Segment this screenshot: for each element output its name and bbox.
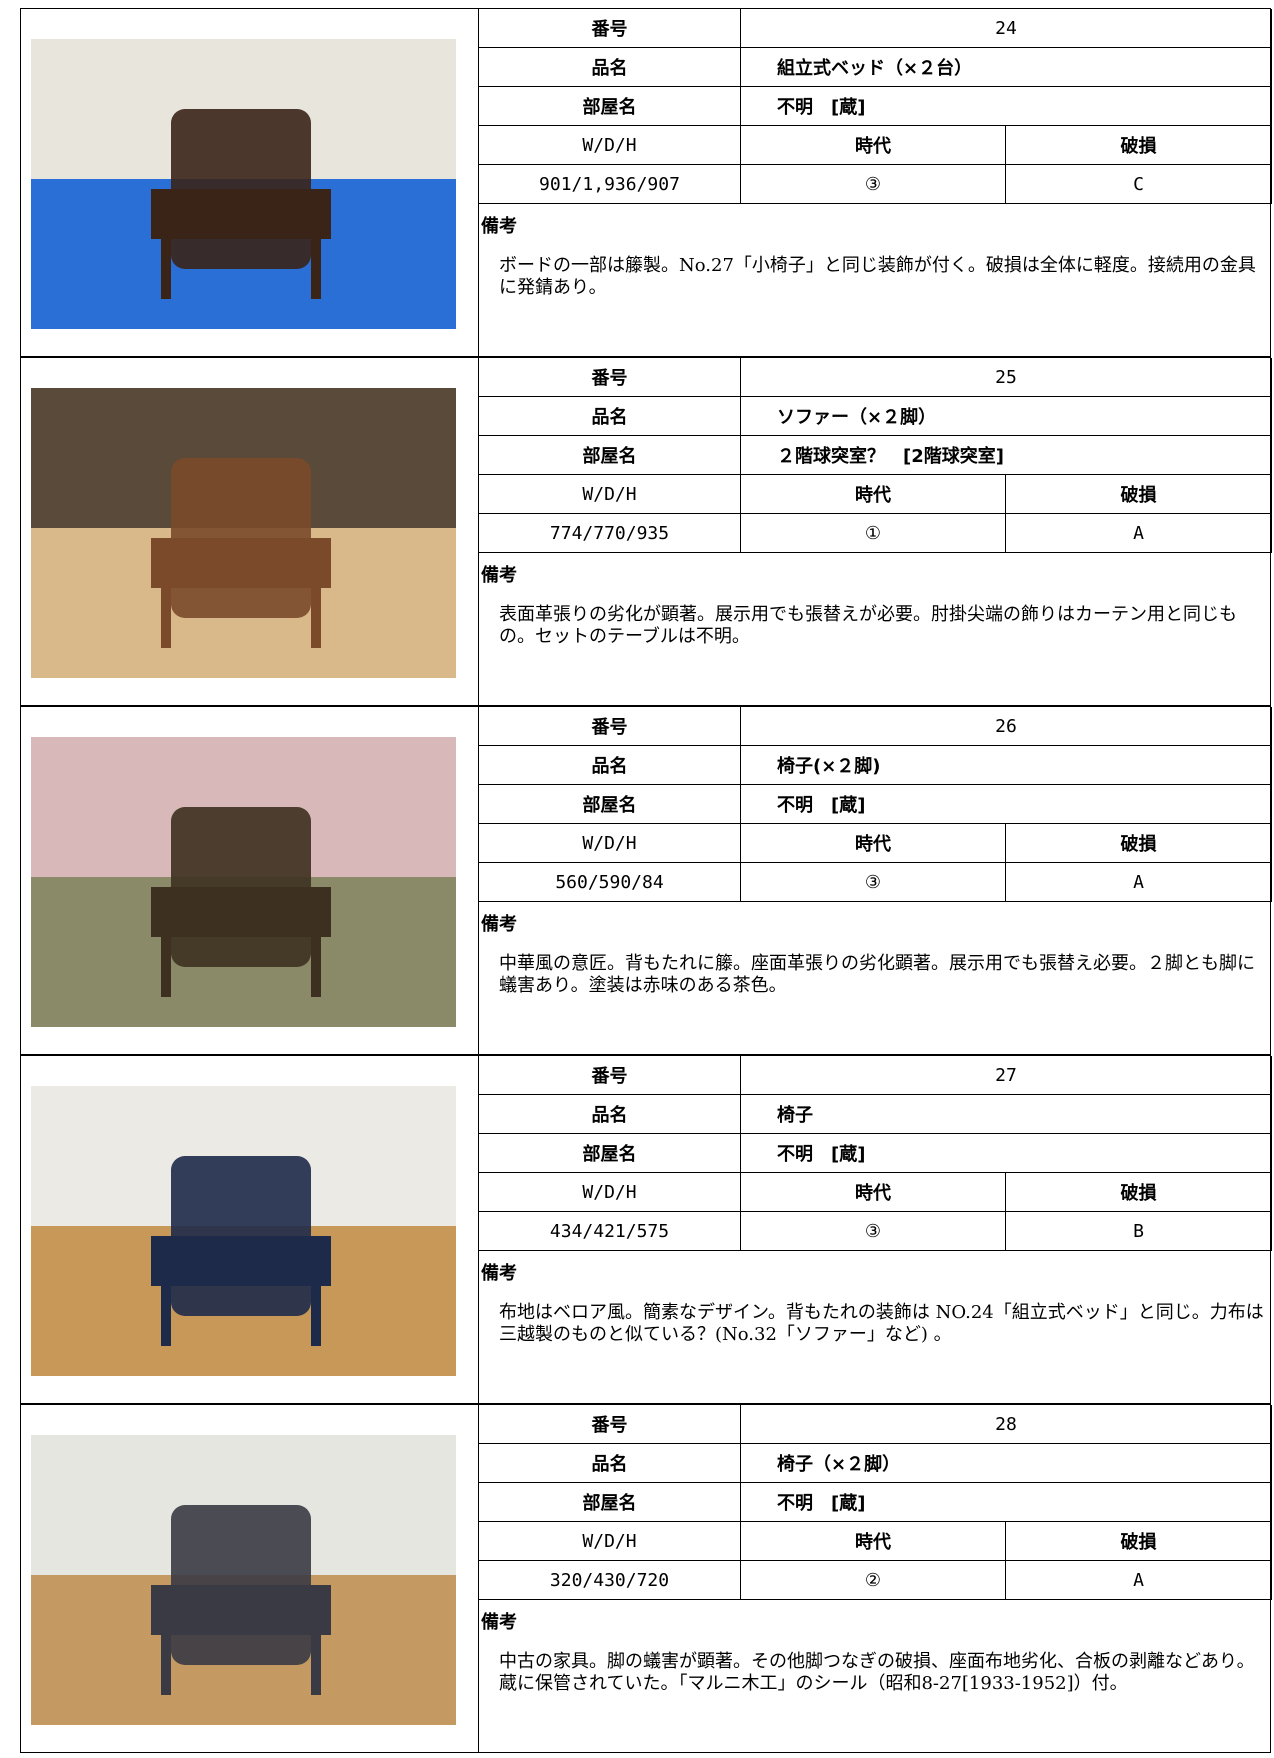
- number: 25: [741, 358, 1272, 397]
- label: 番号: [479, 707, 741, 746]
- name: 椅子: [741, 1095, 1272, 1134]
- photo: [31, 388, 456, 678]
- name: 椅子(×２脚): [741, 746, 1272, 785]
- number: 26: [741, 707, 1272, 746]
- label: 時代: [741, 475, 1006, 514]
- photo-cell: [21, 1056, 479, 1403]
- label: 品名: [479, 48, 741, 87]
- label: 部屋名: [479, 1134, 741, 1173]
- label: 品名: [479, 746, 741, 785]
- entry: 番号 25 品名 ソファー（×２脚） 部屋名 ２階球突室？ [2階球突室] W/D/H 時代破…: [20, 357, 1272, 706]
- label: 破損: [1006, 126, 1272, 165]
- label: 破損: [1006, 475, 1272, 514]
- remarks: 表面革張りの劣化が顕著。展示用でも張替えが必要。肘掛尖端の飾りはカーテン用と同じ…: [499, 604, 1237, 647]
- label: 品名: [479, 1444, 741, 1483]
- label: 番号: [479, 358, 741, 397]
- remarks: 中古の家具。脚の蟻害が顕著。その他脚つなぎの破損、座面布地劣化、合板の剥離などあ…: [499, 1651, 1255, 1694]
- room: 不明 [蔵]: [741, 785, 1272, 824]
- label: 時代: [741, 824, 1006, 863]
- label: 備考: [481, 565, 517, 586]
- label: W/D/H: [479, 475, 741, 514]
- room: ２階球突室？ [2階球突室]: [741, 436, 1272, 475]
- remarks: ボードの一部は籐製。No.27「小椅子」と同じ装飾が付く。破損は全体に軽度。接続…: [499, 255, 1256, 298]
- label: 番号: [479, 1056, 741, 1095]
- label: 時代: [741, 1522, 1006, 1561]
- label: 時代: [741, 126, 1006, 165]
- size: 320/430/720: [479, 1561, 741, 1600]
- photo-cell: [21, 358, 479, 705]
- era: ①: [741, 514, 1006, 553]
- label: W/D/H: [479, 126, 741, 165]
- room: 不明 [蔵]: [741, 1483, 1272, 1522]
- era: ③: [741, 1212, 1006, 1251]
- label: 部屋名: [479, 785, 741, 824]
- label: 部屋名: [479, 87, 741, 126]
- photo-cell: [21, 707, 479, 1054]
- photo: [31, 737, 456, 1027]
- label: 部屋名: [479, 1483, 741, 1522]
- name: ソファー（×２脚）: [741, 397, 1272, 436]
- label: 品名: [479, 1095, 741, 1134]
- era: ③: [741, 863, 1006, 902]
- era: ②: [741, 1561, 1006, 1600]
- label: 時代: [741, 1173, 1006, 1212]
- damage: A: [1006, 863, 1272, 902]
- remarks: 中華風の意匠。背もたれに籐。座面革張りの劣化顕著。展示用でも張替え必要。２脚とも…: [499, 953, 1255, 996]
- label: 品名: [479, 397, 741, 436]
- label: 備考: [481, 1612, 517, 1633]
- damage: A: [1006, 514, 1272, 553]
- entry: 番号 27 品名 椅子 部屋名 不明 [蔵] W/D/H 時代 破損 434/421/575 ③ B 備…: [20, 1055, 1272, 1404]
- size: 434/421/575: [479, 1212, 741, 1251]
- damage: A: [1006, 1561, 1272, 1600]
- label: 番号: [479, 9, 741, 48]
- number: 28: [741, 1405, 1272, 1444]
- label: W/D/H: [479, 824, 741, 863]
- label: 破損: [1006, 1522, 1272, 1561]
- entry: 番号 28 品名 椅子（×２脚） 部屋名 不明 [蔵] W/D/H 時代 破損 320/430/7…: [20, 1404, 1272, 1753]
- entry: 番号 26 品名 椅子(×２脚) 部屋名 不明 [蔵] W/D/H 時代 破損 560/590/8…: [20, 706, 1272, 1055]
- label: 番号: [479, 1405, 741, 1444]
- photo: [31, 1086, 456, 1376]
- entry: 番号 24 品名 組立式ベッド（×２台） 部屋名 不明 [蔵] W/D/H 時代 破損 901/1…: [20, 8, 1272, 357]
- damage: B: [1006, 1212, 1272, 1251]
- era: ③: [741, 165, 1006, 204]
- damage: C: [1006, 165, 1272, 204]
- label: 備考: [481, 914, 517, 935]
- room: 不明 [蔵]: [741, 87, 1272, 126]
- number: 27: [741, 1056, 1272, 1095]
- label: W/D/H: [479, 1173, 741, 1212]
- photo: [31, 1435, 456, 1725]
- label: W/D/H: [479, 1522, 741, 1561]
- size: 774/770/935: [479, 514, 741, 553]
- name: 椅子（×２脚）: [741, 1444, 1272, 1483]
- label: 破損: [1006, 1173, 1272, 1212]
- photo-cell: [21, 1405, 479, 1752]
- size: 560/590/84: [479, 863, 741, 902]
- photo: [31, 39, 456, 329]
- photo-cell: [21, 9, 479, 356]
- label: 部屋名: [479, 436, 741, 475]
- label: 破損: [1006, 824, 1272, 863]
- size: 901/1,936/907: [479, 165, 741, 204]
- label: 備考: [481, 216, 517, 237]
- number: 24: [741, 9, 1272, 48]
- label: 備考: [481, 1263, 517, 1284]
- room: 不明 [蔵]: [741, 1134, 1272, 1173]
- remarks: 布地はベロア風。簡素なデザイン。背もたれの装飾は NO.24「組立式ベッド」と同…: [499, 1302, 1264, 1345]
- name: 組立式ベッド（×２台）: [741, 48, 1272, 87]
